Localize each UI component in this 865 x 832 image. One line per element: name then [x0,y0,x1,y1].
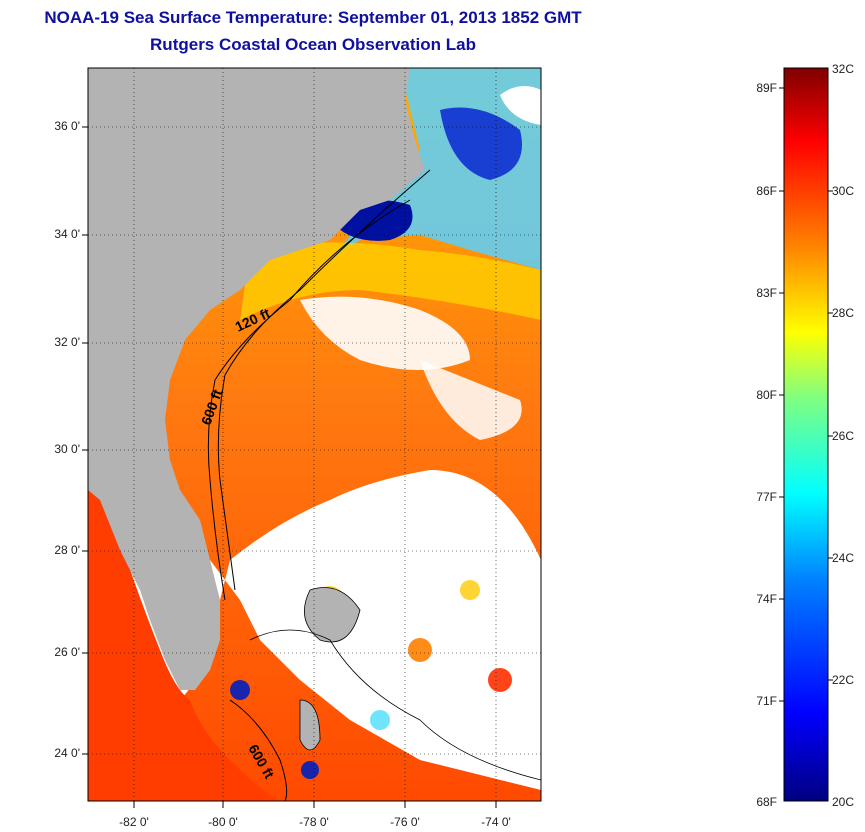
lat-label: 36 0' [54,119,80,133]
lon-label: -74 0' [481,815,511,829]
lat-label: 26 0' [54,645,80,659]
land-mass [88,68,425,690]
colorbar-c-label: 24C [832,551,855,565]
lat-label: 34 0' [54,227,80,241]
isobath-120ft [207,199,411,601]
lat-label: 30 0' [54,442,80,456]
colorbar-f-label: 80F [756,388,777,402]
colorbar-c-label: 28C [832,306,855,320]
colorbar-c-label: 26C [832,429,855,443]
colorbar-c-label: 22C [832,673,855,687]
lon-label: -82 0' [119,815,149,829]
title-line-2: Rutgers Coastal Ocean Observation Lab [150,35,476,54]
colorbar-c-label: 32C [832,62,855,76]
lat-label: 28 0' [54,543,80,557]
lon-label: -80 0' [208,815,238,829]
colorbar-f-label: 77F [756,490,777,504]
colorbar-f-label: 89F [756,81,777,95]
colorbar-f-label: 86F [756,184,777,198]
colorbar-c-label: 20C [832,795,855,809]
lon-label: -76 0' [390,815,420,829]
title-line-1: NOAA-19 Sea Surface Temperature: Septemb… [44,8,582,27]
gulf-waters [88,490,280,801]
colorbar-f-label: 74F [756,592,777,606]
colorbar-f-label: 68F [756,795,777,809]
colorbar-f-label: 71F [756,694,777,708]
lat-label: 24 0' [54,746,80,760]
colorbar-f-label: 83F [756,286,777,300]
lat-label: 32 0' [54,335,80,349]
colorbar [783,67,829,802]
lon-label: -78 0' [299,815,329,829]
isobath-600ft [217,169,431,591]
colorbar-c-label: 30C [832,184,855,198]
